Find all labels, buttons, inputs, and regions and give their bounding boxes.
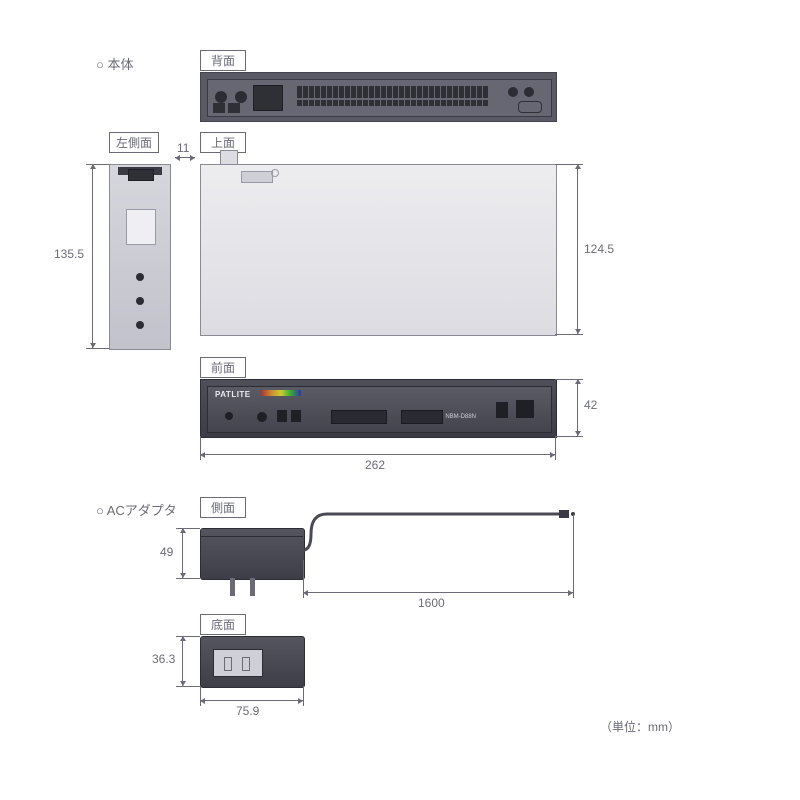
dim-262: 262 — [365, 458, 385, 472]
label-front-text: 前面 — [211, 361, 235, 375]
section-main-unit: ○ 本体 — [96, 54, 133, 73]
section-main-unit-label: 本体 — [107, 57, 133, 72]
label-left-side: 左側面 — [109, 132, 159, 153]
label-adapter-bottom-text: 底面 — [211, 618, 235, 632]
view-top — [200, 164, 557, 336]
model-label: NBM-D88N — [445, 414, 476, 420]
view-left-side — [109, 164, 171, 350]
view-rear — [200, 72, 557, 122]
dim-line-11 — [175, 157, 195, 158]
view-adapter-bottom — [200, 636, 305, 688]
dim-363: 36.3 — [152, 652, 175, 666]
label-rear-text: 背面 — [211, 54, 235, 68]
brand-label: PATLITE — [215, 390, 251, 399]
label-rear: 背面 — [200, 50, 246, 71]
section-ac-adapter: ○ ACアダプタ — [96, 500, 177, 519]
label-left-side-text: 左側面 — [116, 136, 152, 150]
dim-line-42 — [577, 379, 578, 436]
dim-42: 42 — [584, 398, 597, 412]
dim-759: 75.9 — [236, 704, 259, 718]
dim-line-262 — [200, 454, 555, 455]
dim-49: 49 — [160, 545, 173, 559]
dim-line-759 — [200, 700, 303, 701]
label-top-text: 上面 — [211, 136, 235, 150]
label-adapter-side-text: 側面 — [211, 501, 235, 515]
dim-11: 11 — [177, 141, 189, 155]
dim-line-49 — [182, 528, 183, 578]
dim-line-135 — [92, 164, 93, 348]
label-adapter-side: 側面 — [200, 497, 246, 518]
view-front: PATLITE NBM-D88N — [200, 379, 557, 438]
dim-line-124 — [577, 164, 578, 334]
dim-line-1600 — [303, 592, 573, 593]
dim-124: 124.5 — [584, 242, 614, 256]
label-front: 前面 — [200, 357, 246, 378]
dim-135: 135.5 — [54, 247, 84, 261]
section-ac-adapter-label: ACアダプタ — [107, 503, 177, 518]
dim-1600: 1600 — [418, 596, 445, 610]
unit-note: （単位：mm） — [600, 718, 680, 735]
dim-line-363 — [182, 636, 183, 686]
label-adapter-bottom: 底面 — [200, 614, 246, 635]
